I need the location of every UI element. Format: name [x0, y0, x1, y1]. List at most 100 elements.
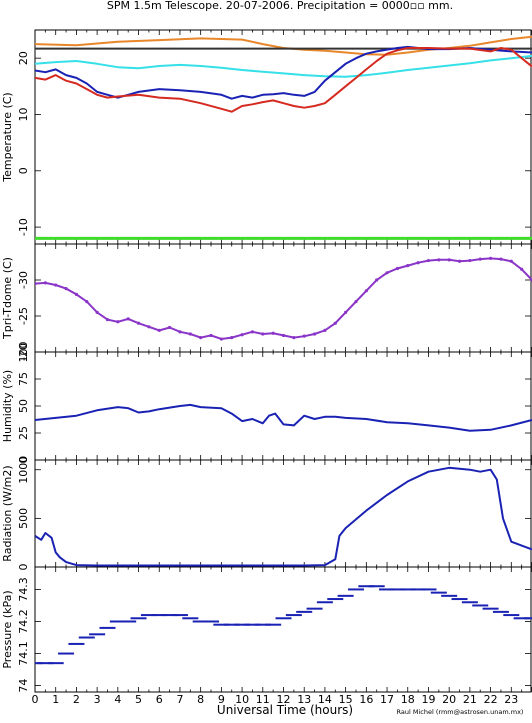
panel-frame — [34, 459, 532, 568]
data-point — [109, 620, 126, 623]
data-point — [203, 620, 220, 623]
series-group — [35, 403, 532, 432]
y-tick-label: 0 — [17, 167, 30, 174]
panel-frame — [34, 566, 532, 693]
x-tick-label: 0 — [32, 693, 39, 706]
data-point — [37, 662, 54, 665]
series-line-3 — [35, 54, 532, 78]
data-point — [430, 591, 447, 594]
x-tick-label: 12 — [277, 693, 291, 706]
x-tick-label: 10 — [235, 693, 249, 706]
series-line — [35, 257, 532, 341]
y-tick-label: 74.1 — [17, 641, 30, 666]
data-point — [171, 614, 188, 617]
chart-title: SPM 1.5m Telescope. 20-07-2006. Precipit… — [107, 0, 453, 12]
data-point — [120, 620, 137, 623]
data-point — [337, 594, 354, 597]
data-point — [254, 623, 271, 626]
x-tick-label: 4 — [114, 693, 121, 706]
x-tick-label: 11 — [256, 693, 270, 706]
y-axis-label: Temperature (C) — [1, 92, 14, 182]
x-axis-label: Universal Time (hours) — [217, 703, 353, 717]
x-tick-label: 23 — [504, 693, 518, 706]
data-point — [234, 623, 251, 626]
y-tick-label: 20 — [17, 51, 30, 65]
y-axis-label: Tpri-Tdome (C) — [1, 257, 14, 340]
series-line-1 — [35, 403, 532, 432]
y-tick-label: 74.3 — [17, 577, 30, 602]
data-point — [503, 614, 520, 617]
series-line-5 — [35, 47, 532, 113]
x-tick-label: 19 — [421, 693, 435, 706]
credit-text: Raul Michel (rmm@astrosen.unam.mx) — [397, 708, 524, 716]
data-point — [327, 598, 344, 601]
x-axis: 0 1 2 3 4 5 6 7 8 9 10 11 12 13 14 15 16 17 18 19 20 21 22 23 — [32, 693, 519, 706]
data-point — [296, 610, 313, 613]
data-point — [399, 588, 416, 591]
y-axis-label: Radiation (W/m2) — [1, 465, 14, 561]
y-tick-label: 0 — [17, 564, 30, 571]
data-point — [513, 617, 530, 620]
series-group — [35, 35, 532, 240]
y-tick-label: 10 — [17, 107, 30, 121]
x-tick-label: 16 — [359, 693, 373, 706]
x-tick-label: 13 — [297, 693, 311, 706]
series-group — [35, 256, 532, 341]
series-line-1 — [35, 35, 532, 56]
data-point — [223, 623, 240, 626]
x-tick-label: 21 — [463, 693, 477, 706]
y-axis-label: Humidity (%) — [1, 370, 14, 442]
y-tick-label: 100 — [17, 342, 30, 363]
data-point — [58, 652, 75, 655]
data-point — [265, 623, 282, 626]
data-point — [441, 594, 458, 597]
x-tick-label: 5 — [135, 693, 142, 706]
data-point — [89, 633, 106, 636]
series-group — [35, 466, 532, 567]
y-tick-label: -20 — [17, 343, 30, 361]
y-tick-label: 0 — [17, 457, 30, 464]
x-tick-label: 1 — [52, 693, 59, 706]
data-point — [316, 601, 333, 604]
y-tick-label: 25 — [17, 426, 30, 440]
data-point — [244, 623, 261, 626]
y-tick-label: 1000 — [17, 456, 30, 484]
data-point — [306, 607, 323, 610]
data-point — [389, 588, 406, 591]
data-point — [213, 623, 230, 626]
data-point — [99, 626, 116, 629]
data-point — [524, 617, 532, 620]
data-point — [347, 588, 364, 591]
data-point — [368, 585, 385, 588]
x-tick-label: 20 — [442, 693, 456, 706]
data-point — [161, 614, 178, 617]
x-tick-label: 22 — [484, 693, 498, 706]
y-axis-label: Pressure (kPa) — [1, 590, 14, 668]
data-point — [358, 585, 375, 588]
panels: -10 0 10 20 Temperature (C) -20 -25 -30Tpri-Tdo… — [1, 29, 532, 693]
data-point — [47, 662, 64, 665]
data-point — [285, 614, 302, 617]
y-tick-label: -25 — [17, 307, 30, 325]
panel-1: -10 0 10 20 Temperature (C) — [1, 29, 532, 245]
x-tick-label: 14 — [318, 693, 332, 706]
x-tick-label: 15 — [339, 693, 353, 706]
y-tick-label: -10 — [17, 218, 30, 236]
data-point — [182, 617, 199, 620]
data-point — [379, 588, 396, 591]
data-point — [420, 588, 437, 591]
panel-frame — [34, 351, 532, 461]
series-line-4 — [35, 45, 532, 100]
x-tick-label: 2 — [73, 693, 80, 706]
data-point — [78, 636, 95, 639]
series-line-1 — [35, 466, 532, 567]
data-point — [410, 588, 427, 591]
series-group — [35, 585, 532, 665]
y-tick-label: 500 — [17, 508, 30, 529]
